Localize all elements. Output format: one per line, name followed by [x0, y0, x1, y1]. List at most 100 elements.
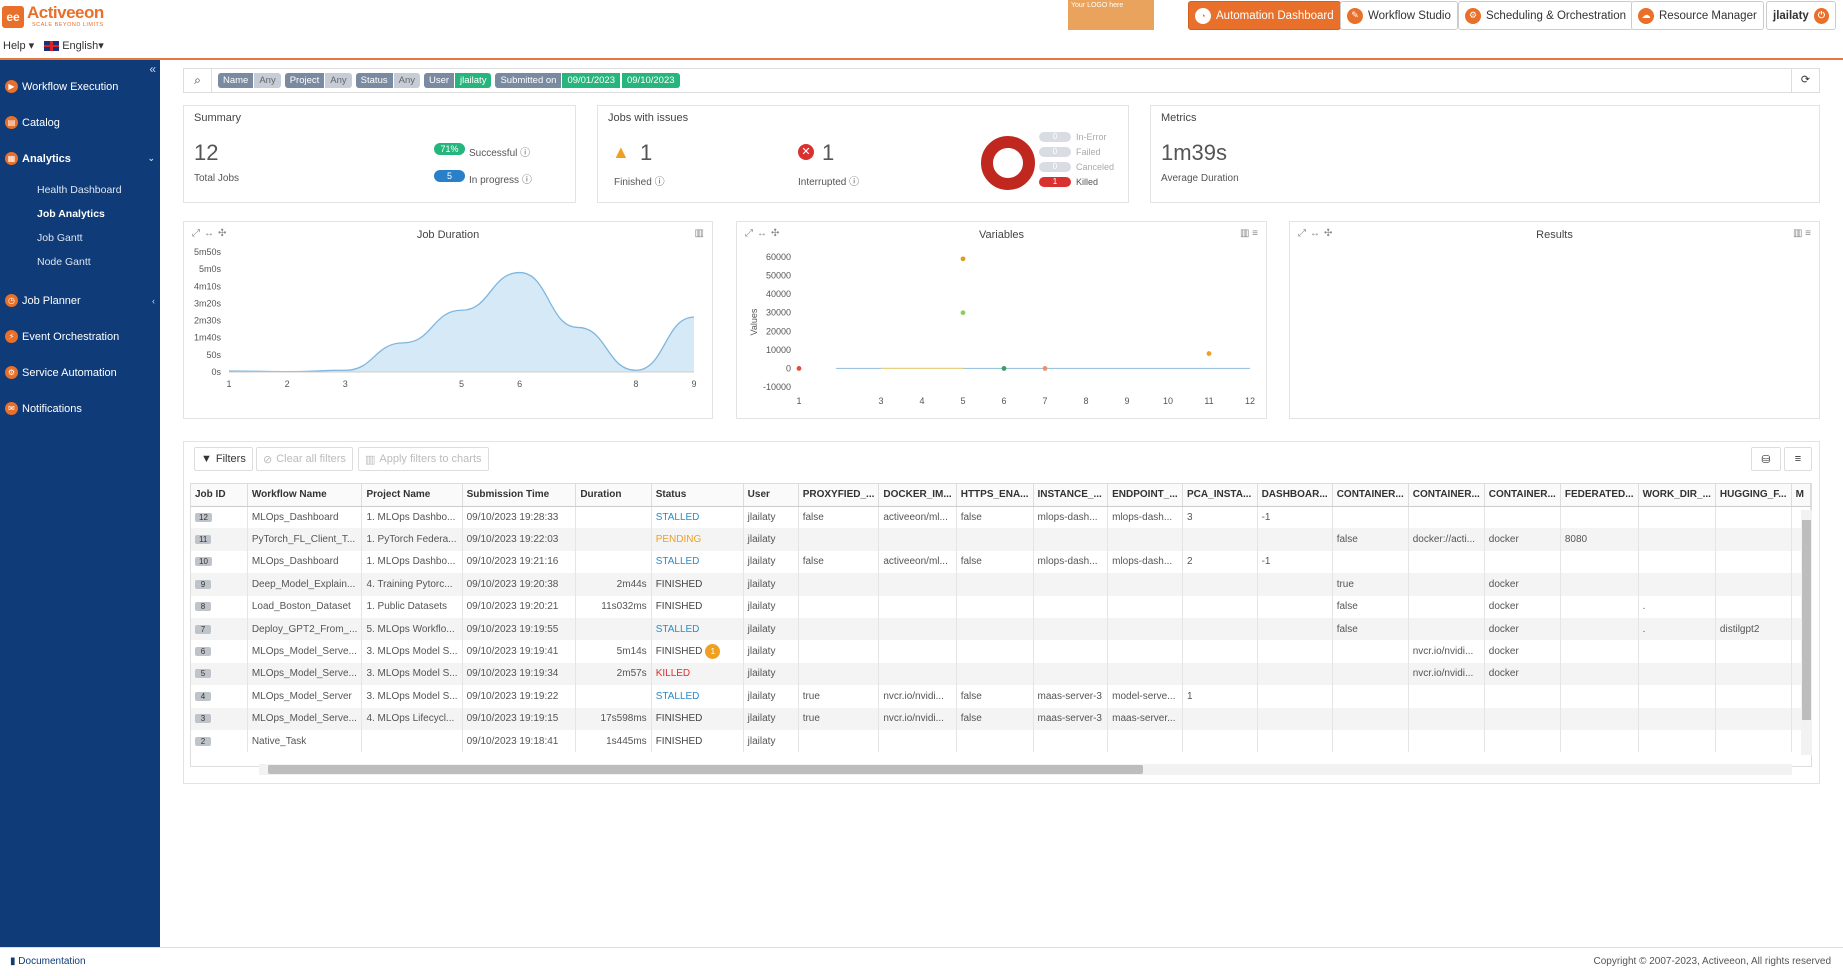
sidebar-sub-job-analytics[interactable]: Job Analytics [37, 208, 105, 220]
bar-chart-icon[interactable]: ▥ [694, 228, 704, 239]
chart-resize-tools-icon[interactable]: ⤢↔✣ [192, 228, 231, 239]
column-header[interactable]: User [743, 484, 799, 507]
table-cell: 4. Training Pytorc... [361, 573, 463, 596]
column-header[interactable]: DASHBOAR... [1257, 484, 1333, 507]
search-icon[interactable]: ⌕ [184, 69, 212, 92]
column-header[interactable]: Job ID [191, 484, 248, 507]
table-row[interactable]: 4 MLOps_Model_Server 3. MLOps Model S... 09… [191, 685, 1811, 708]
table-row[interactable]: 8 Load_Boston_Dataset 1. Public Datasets 09… [191, 595, 1811, 618]
table-cell [1560, 685, 1639, 708]
export-icon[interactable]: ⛁ [1751, 447, 1781, 471]
average-duration-label: Average Duration [1161, 173, 1239, 184]
sidebar-item-service-automation[interactable]: ⚙ Service Automation [5, 366, 155, 379]
user-menu-button[interactable]: jlailaty ⏻ [1766, 1, 1836, 30]
data-point [960, 310, 966, 316]
sidebar-item-catalog[interactable]: ▤ Catalog [5, 116, 155, 129]
table-cell [798, 528, 880, 551]
table-row[interactable]: 11 PyTorch_FL_Client_T... 1. PyTorch Feder… [191, 528, 1811, 551]
table-row[interactable]: 6 MLOps_Model_Serve... 3. MLOps Model S...… [191, 640, 1811, 663]
column-header[interactable]: Duration [575, 484, 652, 507]
table-cell: STALLED [651, 506, 744, 529]
column-header[interactable]: Project Name [361, 484, 463, 507]
status-text: STALLED [655, 556, 700, 568]
filter-date-to[interactable]: 09/10/2023 [621, 73, 680, 88]
column-header[interactable]: FEDERATED... [1560, 484, 1639, 507]
resource-manager-button[interactable]: ☁ Resource Manager [1631, 1, 1764, 30]
sidebar-sub-job-gantt[interactable]: Job Gantt [37, 232, 83, 244]
column-header[interactable]: Workflow Name [247, 484, 363, 507]
activeeon-logo[interactable]: ee Activeeon SCALE BEYOND LIMITS [2, 4, 110, 31]
legend-killed: 1 Killed [1039, 177, 1098, 187]
sidebar-item-job-planner[interactable]: ◷ Job Planner ‹ [5, 294, 155, 307]
column-header[interactable]: CONTAINER... [1408, 484, 1485, 507]
table-row[interactable]: 12 MLOps_Dashboard 1. MLOps Dashbo... 09/10… [191, 506, 1811, 529]
brand-name: Activeeon [27, 3, 104, 22]
table-row[interactable]: 10 MLOps_Dashboard 1. MLOps Dashbo... 09/10… [191, 550, 1811, 574]
table-row[interactable]: 3 MLOps_Model_Serve... 4. MLOps Lifecycl..… [191, 707, 1811, 730]
language-select[interactable]: English▾ [44, 39, 104, 52]
chart-menu-icon[interactable]: ▥ ≡ [1239, 228, 1258, 239]
y-tick-label: 0s [211, 367, 221, 377]
table-cell: activeeon/ml... [878, 550, 957, 574]
table-cell: jlailaty [743, 685, 799, 708]
table-cell [1033, 662, 1109, 686]
sidebar-item-workflow-execution[interactable]: ▶ Workflow Execution [5, 80, 155, 93]
column-header[interactable]: CONTAINER... [1484, 484, 1561, 507]
column-header[interactable]: DOCKER_IM... [878, 484, 957, 507]
table-row[interactable]: 5 MLOps_Model_Serve... 3. MLOps Model S...… [191, 662, 1811, 686]
table-cell: MLOps_Model_Serve... [247, 707, 363, 730]
table-cell: nvcr.io/nvidi... [878, 685, 957, 708]
table-cell: 09/10/2023 19:21:16 [462, 550, 577, 574]
column-header[interactable]: INSTANCE_... [1033, 484, 1109, 507]
columns-menu-icon[interactable]: ≡ [1784, 447, 1812, 471]
filters-button[interactable]: ▼ Filters [194, 447, 253, 471]
column-header[interactable]: HUGGING_F... [1715, 484, 1792, 507]
table-cell [1715, 707, 1792, 730]
refresh-icon[interactable]: ⟳ [1791, 69, 1819, 92]
chart-resize-tools-icon[interactable]: ⤢↔✣ [745, 228, 784, 239]
column-header[interactable]: PCA_INSTA... [1182, 484, 1258, 507]
table-row[interactable]: 7 Deploy_GPT2_From_... 5. MLOps Workflo...… [191, 617, 1811, 641]
table-row[interactable]: 2 Native_Task 09/10/2023 19:18:41 1s445ms FI… [191, 729, 1811, 753]
clear-filters-button[interactable]: ⊘ Clear all filters [256, 447, 353, 471]
scheduling-orchestration-button[interactable]: ⚙ Scheduling & Orchestration [1458, 1, 1633, 30]
automation-dashboard-button[interactable]: ◔ Automation Dashboard [1188, 1, 1341, 30]
filter-search-bar[interactable]: ⌕ Name Any Project Any Status Any User jlail… [183, 68, 1820, 93]
apply-filters-button[interactable]: ▥ Apply filters to charts [358, 447, 489, 471]
sidebar-sub-node-gantt[interactable]: Node Gantt [37, 256, 91, 268]
column-header[interactable]: M [1791, 484, 1811, 507]
filter-value-status[interactable]: Any [393, 73, 420, 88]
filter-date-from[interactable]: 09/01/2023 [562, 73, 620, 88]
table-cell [1638, 640, 1716, 663]
workflow-studio-button[interactable]: ✎ Workflow Studio [1340, 1, 1458, 30]
vertical-scrollbar[interactable] [1801, 510, 1812, 755]
sidebar-sub-health-dashboard[interactable]: Health Dashboard [37, 184, 122, 196]
column-header[interactable]: HTTPS_ENA... [956, 484, 1034, 507]
logout-icon[interactable]: ⏻ [1813, 7, 1829, 24]
username: jlailaty [1773, 9, 1809, 22]
filter-value-name[interactable]: Any [254, 73, 281, 88]
table-cell [1332, 729, 1409, 753]
sidebar-item-analytics[interactable]: ▦ Analytics ⌄ [5, 152, 155, 165]
collapse-sidebar-icon[interactable]: « [149, 62, 156, 76]
sidebar-item-event-orchestration[interactable]: ⚡ Event Orchestration [5, 330, 155, 343]
column-header[interactable]: PROXYFIED_... [798, 484, 880, 507]
sidebar-item-notifications[interactable]: ✉ Notifications [5, 402, 155, 415]
help-menu[interactable]: Help ▾ [3, 40, 35, 52]
column-header[interactable]: Submission Time [462, 484, 577, 507]
column-header[interactable]: WORK_DIR_... [1638, 484, 1716, 507]
brand-tagline: SCALE BEYOND LIMITS [32, 22, 104, 28]
column-header[interactable]: ENDPOINT_... [1107, 484, 1184, 507]
filter-value-user[interactable]: jlailaty [455, 73, 492, 88]
documentation-link[interactable]: ▮ Documentation [10, 956, 86, 967]
average-duration-value: 1m39s [1161, 140, 1228, 165]
table-row[interactable]: 9 Deep_Model_Explain... 4. Training Pytorc… [191, 573, 1811, 596]
chart-menu-icon[interactable]: ▥ ≡ [1792, 228, 1811, 239]
job-id-badge: 12 [195, 512, 212, 522]
chart-resize-tools-icon[interactable]: ⤢↔✣ [1298, 228, 1337, 239]
column-header[interactable]: Status [651, 484, 744, 507]
horizontal-scrollbar[interactable] [259, 764, 1792, 775]
filter-value-project[interactable]: Any [325, 73, 352, 88]
table-cell: MLOps_Dashboard [247, 506, 363, 529]
column-header[interactable]: CONTAINER... [1332, 484, 1409, 507]
